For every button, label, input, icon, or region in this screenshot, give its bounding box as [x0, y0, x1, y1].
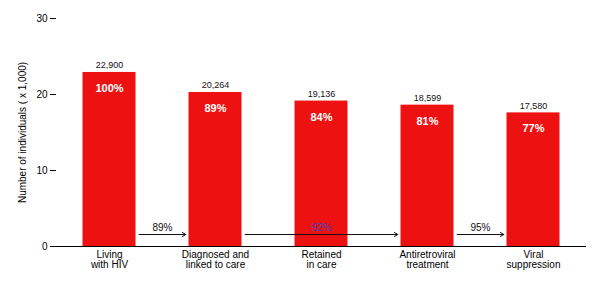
svg-text:22,900: 22,900: [96, 60, 124, 70]
svg-text:Diagnosed andlinked to care: Diagnosed andlinked to care: [182, 249, 249, 270]
svg-text:Retainedin care: Retainedin care: [301, 249, 341, 270]
svg-text:92%: 92%: [311, 222, 331, 233]
svg-text:10: 10: [36, 165, 48, 176]
svg-text:Livingwith HIV: Livingwith HIV: [90, 249, 129, 270]
svg-text:Number of individuals ( x 1,00: Number of individuals ( x 1,000): [17, 62, 28, 203]
svg-text:100%: 100%: [95, 82, 123, 94]
svg-text:18,599: 18,599: [414, 93, 442, 103]
svg-text:81%: 81%: [416, 115, 438, 127]
svg-text:89%: 89%: [152, 222, 172, 233]
svg-text:Viralsuppression: Viralsuppression: [507, 249, 561, 270]
svg-text:95%: 95%: [470, 222, 490, 233]
svg-text:30: 30: [36, 13, 48, 24]
svg-text:77%: 77%: [522, 122, 544, 134]
svg-text:Antiretroviraltreatment: Antiretroviraltreatment: [399, 249, 455, 270]
svg-text:84%: 84%: [310, 111, 332, 123]
svg-text:20: 20: [36, 89, 48, 100]
svg-text:19,136: 19,136: [308, 89, 336, 99]
svg-text:0: 0: [42, 241, 48, 252]
svg-text:20,264: 20,264: [202, 80, 230, 90]
svg-text:17,580: 17,580: [520, 101, 548, 111]
svg-text:89%: 89%: [204, 102, 226, 114]
